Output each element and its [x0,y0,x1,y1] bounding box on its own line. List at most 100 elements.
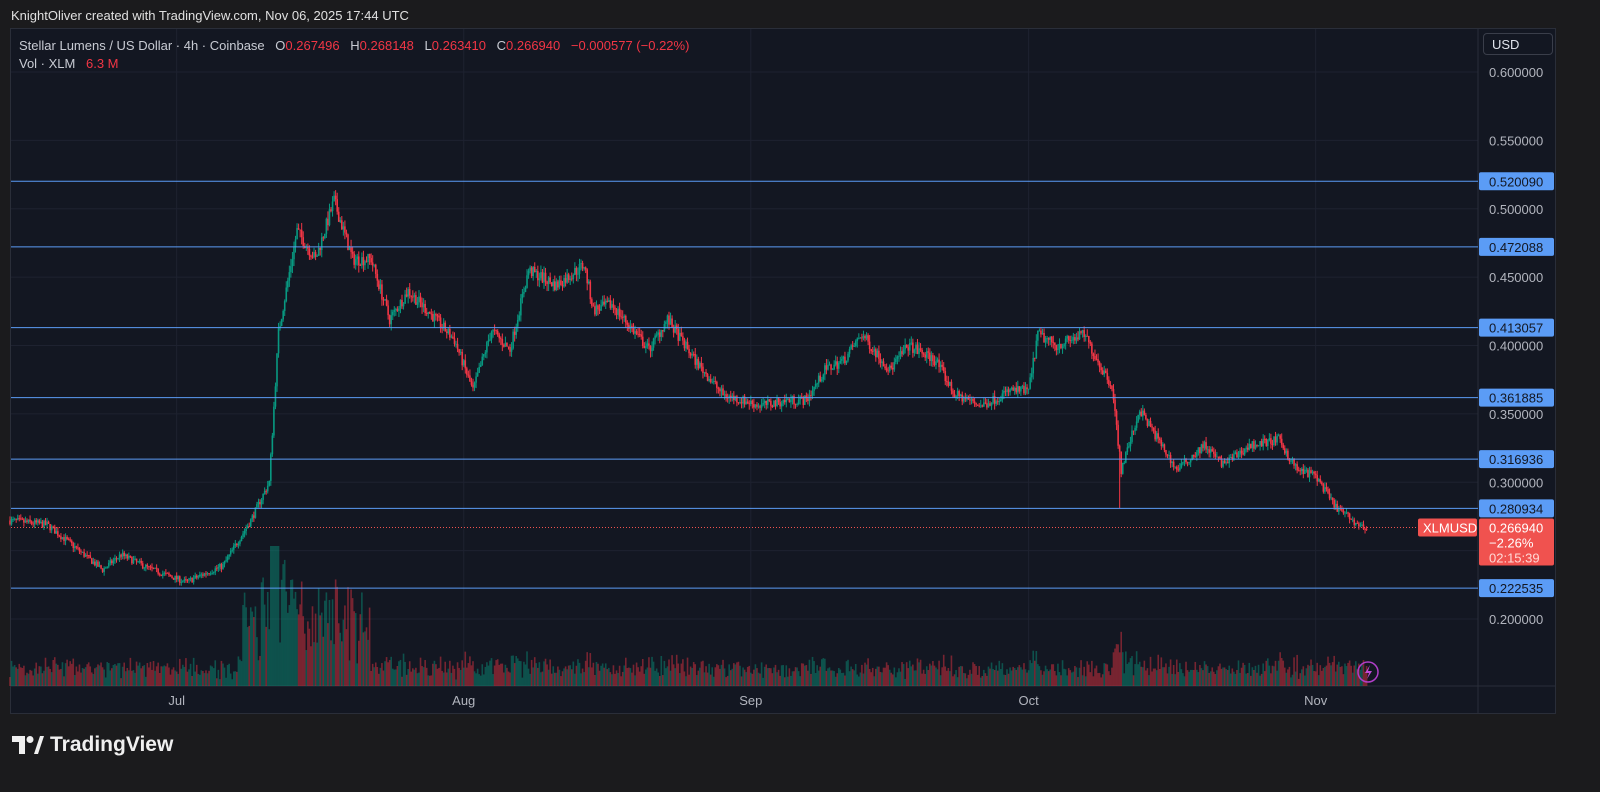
volume-bar [538,662,541,686]
volume-bar [603,667,605,686]
candle-body [572,274,575,280]
candle-body [404,294,406,304]
symbol-description[interactable]: Stellar Lumens / US Dollar · 4h · Coinba… [19,38,265,53]
volume-bar [870,672,872,686]
y-tick-label: 0.200000 [1489,612,1543,627]
volume-bar [964,673,967,686]
candle-body [1075,337,1078,341]
volume-bar [1353,665,1356,686]
candle-body [686,341,689,349]
volume-bar [1165,663,1167,686]
candle-body [398,308,400,311]
volume-bar [793,671,795,686]
candle-body [896,356,899,359]
volume-bar [290,579,292,686]
candle-body [973,401,976,404]
volume-bar [907,668,910,686]
volume-bar [432,663,434,686]
candle-body [111,560,113,564]
candle-body [878,350,880,359]
volume-bar [632,664,635,686]
volume-bar [626,668,629,686]
candle-body [387,305,389,316]
volume-bar [492,674,494,686]
volume-bar [279,642,281,686]
candle-body [1185,458,1187,462]
candle-body [1197,447,1200,453]
volume-bar [499,663,502,686]
volume-bar [887,665,889,686]
candle-body [256,504,258,508]
volume-bar [205,670,207,686]
volume-bar [973,664,976,686]
volume-label[interactable]: Vol · XLM [19,56,76,71]
candle-body [78,547,81,552]
volume-bar [1175,659,1178,686]
volume-bar [412,668,414,686]
volume-bar [1101,674,1104,686]
candle-body [845,360,848,364]
candle-body [415,295,417,305]
volume-bar [762,677,764,686]
volume-bar [66,659,68,686]
candle-body [762,403,764,405]
volume-bar [473,671,476,686]
candle-body [1117,424,1119,446]
candle-body [1194,456,1197,458]
candle-body [273,406,275,436]
last-price-tag [1479,518,1554,566]
candle-body [1126,447,1129,453]
candle-body [996,401,999,403]
candle-body [666,315,669,322]
volume-bar [1350,665,1352,686]
volume-bar [766,668,769,686]
candle-body [932,355,934,362]
volume-bar [1154,668,1156,686]
candle-body [608,300,610,302]
candle-body [128,555,130,559]
candle-body [1114,399,1116,411]
level-price-label: 0.413057 [1489,321,1543,336]
candle-body [114,558,116,561]
volume-bar [648,657,650,686]
volume-bar [191,675,193,686]
candle-body [314,252,317,257]
volume-bar [577,659,579,686]
candle-body [1316,475,1319,482]
volume-bar [141,666,144,686]
candle-body [470,381,473,385]
candle-body [174,575,176,580]
volume-bar [515,655,518,686]
currency-button[interactable]: USD [1483,33,1553,55]
candle-body [412,296,414,298]
volume-bar [83,668,85,686]
candle-body [13,518,16,520]
volume-bar [1313,671,1315,686]
volume-bar [1132,675,1135,686]
candle-body [1145,414,1147,420]
volume-bar [50,672,53,686]
candle-body [334,195,337,200]
volume-bar [351,598,354,686]
volume-bar [506,667,508,686]
candle-body [308,248,311,256]
volume-bar [895,677,897,686]
lightning-icon[interactable] [1357,661,1379,683]
chart-panel[interactable] [10,28,1556,714]
candle-body [774,400,777,407]
candle-body [529,267,531,271]
candle-body [575,267,578,275]
candle-body [782,399,785,404]
candle-body [359,265,362,266]
volume-bar [52,660,55,686]
volume-bar [1334,671,1337,686]
volume-bar [240,661,243,686]
candle-body [543,272,545,283]
volume-bar [1351,672,1354,686]
volume-bar [172,667,175,686]
volume-bar [547,669,550,686]
volume-bar [996,670,999,686]
candle-body [1146,419,1149,426]
volume-bar [794,667,797,686]
